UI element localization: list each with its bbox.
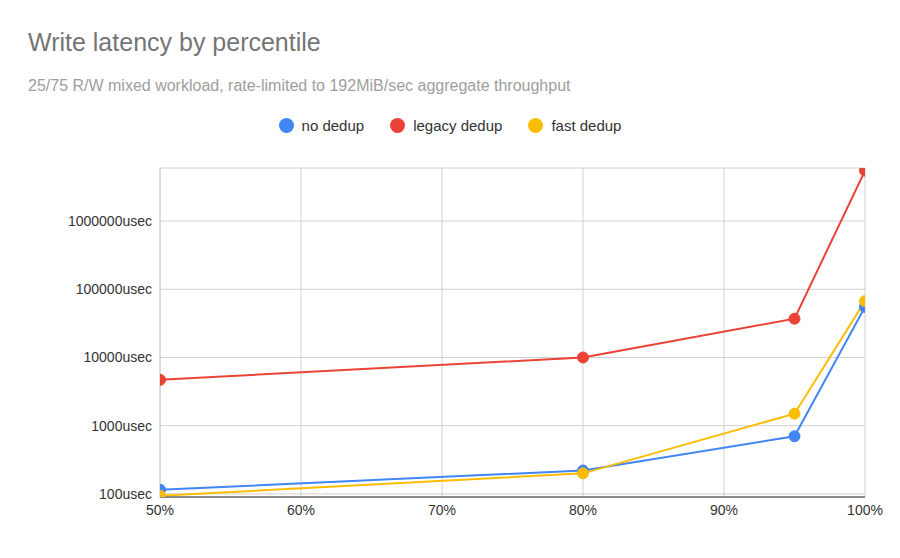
svg-text:60%: 60% [287,502,315,518]
svg-text:50%: 50% [146,502,174,518]
svg-text:1000usec: 1000usec [91,418,152,434]
html-text:legacy dedup: legacy dedup [413,117,503,134]
svg-text:10000usec: 10000usec [83,349,152,365]
svg-text:70%: 70% [428,502,456,518]
svg-text:1000000usec: 1000000usec [68,213,152,229]
svg-text:80%: 80% [569,502,597,518]
html-text:no dedup: no dedup [301,117,365,134]
html-text:25/75 R/W mixed workload, rate: 25/75 R/W mixed workload, rate-limited t… [28,77,571,94]
svg-text:100usec: 100usec [99,486,152,502]
svg-text:100%: 100% [847,502,883,518]
svg-text:100000usec: 100000usec [76,281,152,297]
svg-text:90%: 90% [710,502,738,518]
html-text:Write latency by percentile: Write latency by percentile [28,28,321,56]
html-text:fast dedup: fast dedup [551,117,622,134]
